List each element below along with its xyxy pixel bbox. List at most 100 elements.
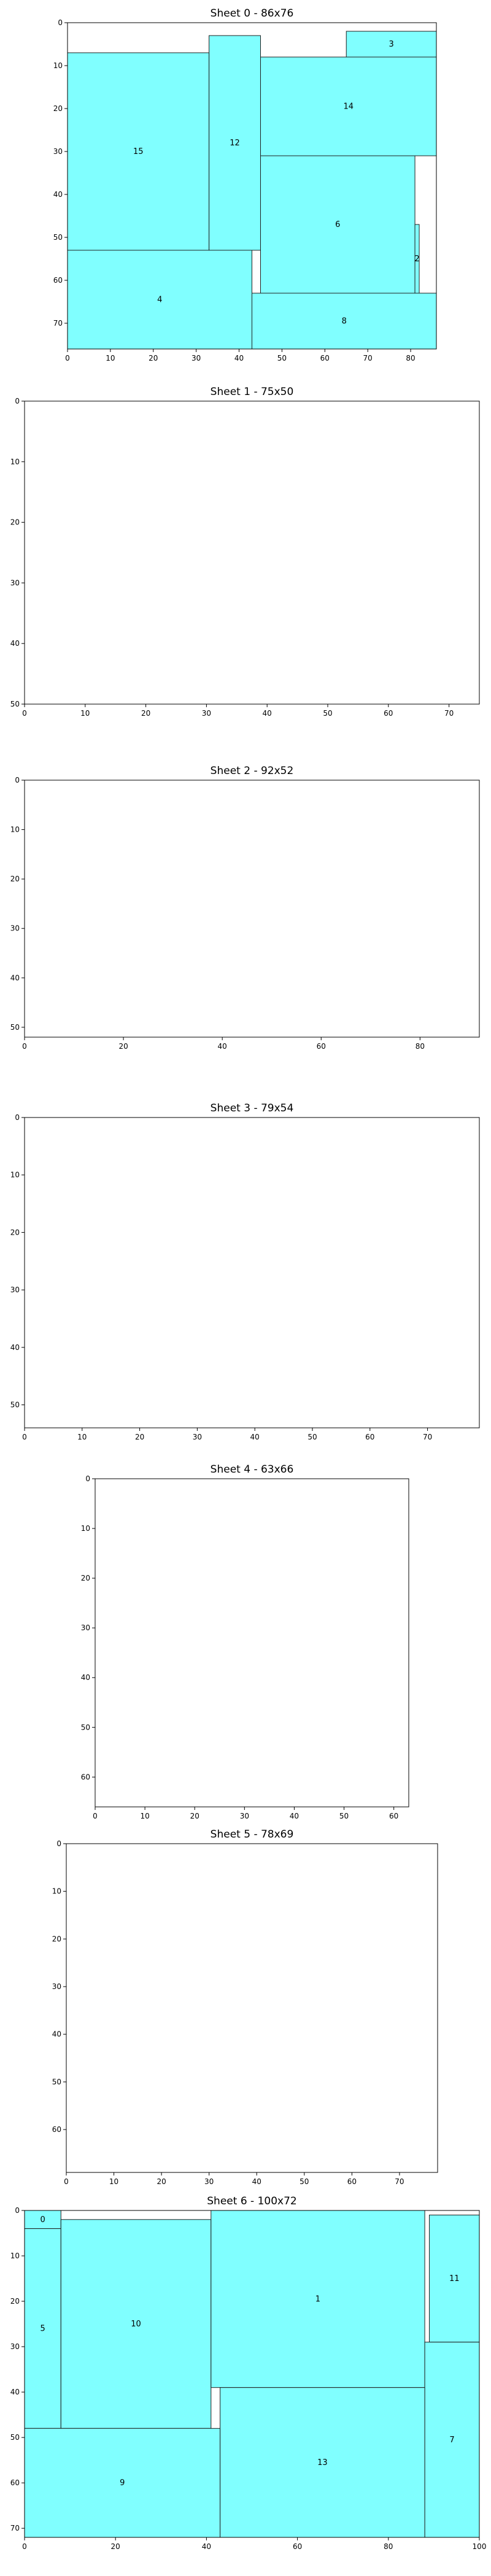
sheet-6-rect-5 <box>24 2228 61 2429</box>
sheet-0-rect-12 <box>209 35 261 251</box>
sheet-6-ytick-label-50: 50 <box>10 2433 20 2442</box>
sheet-0-rect-label-4: 4 <box>157 296 162 305</box>
sheet-3-chart: Sheet 3 - 79x54 0 10 20 30 40 50 60 70 0 10 20 30 40 5… <box>10 1102 480 1441</box>
sheet-0-rect-6 <box>260 155 416 294</box>
sheet-6-rect-label-10: 10 <box>131 2320 141 2329</box>
sheet-4-xtick-label-50: 50 <box>339 1812 349 1820</box>
sheet-6-ytick-label-10: 10 <box>10 2252 20 2260</box>
sheet-2-axes-frame <box>24 780 480 1038</box>
sheet-3-xtick-label-20: 20 <box>135 1433 144 1441</box>
sheet-3-ytick-label-50: 50 <box>10 1401 20 1409</box>
sheet-2-chart: Sheet 2 - 92x52 0 20 40 60 80 0 10 20 30 40 50 <box>10 765 480 1051</box>
sheet-4-ytick-label-30: 30 <box>81 1623 90 1632</box>
sheet-4-xtick-label-10: 10 <box>140 1812 149 1820</box>
sheet-0-xtick-label-80: 80 <box>406 354 415 362</box>
sheet-0-rect-label-14: 14 <box>343 102 354 112</box>
sheet-2-xtick-label-60: 60 <box>317 1042 326 1051</box>
sheet-1-xtick-label-0: 0 <box>22 709 27 718</box>
sheet-0-rect-label-12: 12 <box>230 139 240 148</box>
sheet-4-ytick-label-20: 20 <box>81 1574 90 1582</box>
sheet-1-ytick-label-40: 40 <box>10 639 20 648</box>
sheet-0-xtick-label-0: 0 <box>65 354 70 362</box>
sheet-3-xtick-label-60: 60 <box>365 1433 374 1441</box>
sheet-6-xtick-label-40: 40 <box>202 2542 211 2551</box>
sheet-0-rect-label-6: 6 <box>335 220 340 229</box>
sheet-5-ytick-label-30: 30 <box>52 1982 61 1991</box>
sheet-0-rect-label-2: 2 <box>414 255 419 264</box>
sheet-6-xtick-label-100: 100 <box>473 2542 487 2551</box>
sheet-4-axes-frame <box>95 1478 409 1807</box>
sheet-4-title: Sheet 4 - 63x66 <box>211 1463 294 1476</box>
sheet-5-xtick-label-10: 10 <box>109 2177 118 2186</box>
sheet-2-xtick-label-80: 80 <box>416 1042 425 1051</box>
sheet-6-rect-1 <box>211 2210 425 2388</box>
sheet-3-title: Sheet 3 - 79x54 <box>211 1102 294 1114</box>
sheet-0-rect-4 <box>67 250 252 350</box>
sheet-6-ytick-label-70: 70 <box>10 2524 20 2532</box>
sheet-6-xtick-label-80: 80 <box>384 2542 393 2551</box>
sheet-2-ytick-label-50: 50 <box>10 1023 20 1032</box>
sheet-3-xtick-label-50: 50 <box>307 1433 317 1441</box>
sheet-1-ytick-label-10: 10 <box>10 458 20 466</box>
sheet-4-ytick-label-40: 40 <box>81 1673 90 1682</box>
sheet-4-ytick-label-60: 60 <box>81 1773 90 1781</box>
sheet-5-xtick-label-20: 20 <box>157 2177 166 2186</box>
sheet-1-xtick-label-70: 70 <box>444 709 454 718</box>
sheet-1-xtick-label-40: 40 <box>263 709 272 718</box>
sheet-3-xtick-label-10: 10 <box>77 1433 87 1441</box>
sheet-5-xtick-label-60: 60 <box>347 2177 357 2186</box>
sheet-5-xtick-label-0: 0 <box>64 2177 69 2186</box>
sheet-1-ytick-label-50: 50 <box>10 700 20 708</box>
sheet-6-rect-label-13: 13 <box>317 2458 328 2467</box>
sheet-2-ytick-label-0: 0 <box>15 776 20 784</box>
sheet-4-xtick-label-30: 30 <box>240 1812 249 1820</box>
sheet-2-xtick-label-20: 20 <box>118 1042 128 1051</box>
sheet-0-xtick-label-10: 10 <box>106 354 115 362</box>
sheet-6-ytick-label-30: 30 <box>10 2342 20 2351</box>
sheet-1-xtick-label-60: 60 <box>384 709 393 718</box>
sheet-0-rect-15 <box>67 52 210 251</box>
sheet-1-title: Sheet 1 - 75x50 <box>211 386 294 398</box>
sheet-5-xtick-label-30: 30 <box>204 2177 214 2186</box>
sheet-0-rect-label-8: 8 <box>342 317 347 326</box>
sheet-1-xtick-label-30: 30 <box>202 709 211 718</box>
sheet-0-title: Sheet 0 - 86x76 <box>211 7 294 20</box>
sheet-2-xtick-label-0: 0 <box>22 1042 27 1051</box>
sheet-6-xtick-label-60: 60 <box>293 2542 302 2551</box>
sheet-4-ytick-label-50: 50 <box>81 1723 90 1731</box>
sheet-3-xtick-label-70: 70 <box>423 1433 432 1441</box>
sheet-0-ytick-label-20: 20 <box>53 104 63 113</box>
sheet-0-ytick-label-40: 40 <box>53 190 63 199</box>
sheet-3-ytick-label-40: 40 <box>10 1343 20 1352</box>
sheet-6-rect-label-9: 9 <box>120 2478 125 2488</box>
sheet-0-ytick-label-50: 50 <box>53 233 63 242</box>
sheet-4-xtick-label-20: 20 <box>190 1812 199 1820</box>
sheet-6-rect-label-1: 1 <box>315 2294 320 2304</box>
sheet-4-xtick-label-0: 0 <box>93 1812 98 1820</box>
sheet-4-xtick-label-40: 40 <box>290 1812 299 1820</box>
sheet-3-ytick-label-30: 30 <box>10 1286 20 1294</box>
sheet-5-ytick-label-60: 60 <box>52 2125 61 2134</box>
sheet-1-xtick-label-50: 50 <box>323 709 332 718</box>
sheet-5-axes-frame <box>66 1843 438 2173</box>
sheet-5-ytick-label-40: 40 <box>52 2030 61 2039</box>
sheet-1-ytick-label-0: 0 <box>15 397 20 405</box>
sheet-0-xtick-label-40: 40 <box>234 354 244 362</box>
sheet-1-chart: Sheet 1 - 75x50 0 10 20 30 40 50 60 70 0 10 20 30 40 5… <box>10 386 480 718</box>
sheet-0-ytick-label-30: 30 <box>53 147 63 156</box>
sheet-2-ytick-label-30: 30 <box>10 924 20 933</box>
sheet-2-ytick-label-10: 10 <box>10 826 20 834</box>
sheet-5-ytick-label-0: 0 <box>56 1839 61 1848</box>
sheet-6-rect-label-11: 11 <box>449 2274 460 2283</box>
sheet-5-xtick-label-50: 50 <box>300 2177 309 2186</box>
sheet-2-title: Sheet 2 - 92x52 <box>211 765 294 777</box>
sheet-3-ytick-label-20: 20 <box>10 1228 20 1236</box>
sheet-1-xtick-label-20: 20 <box>141 709 150 718</box>
sheet-6-axes-frame <box>24 2210 480 2538</box>
sheet-0-ytick-label-0: 0 <box>58 18 63 27</box>
sheet-1-xtick-label-10: 10 <box>80 709 90 718</box>
sheet-5-ytick-label-50: 50 <box>52 2077 61 2086</box>
sheet-0-axes-frame <box>67 22 437 350</box>
